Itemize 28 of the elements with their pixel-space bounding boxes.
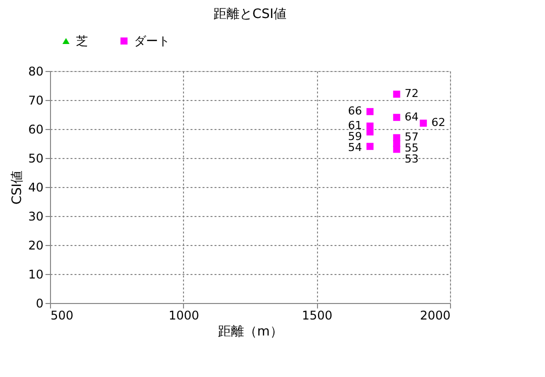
data-label: 53	[404, 152, 419, 166]
data-label: 66	[348, 104, 362, 118]
x-axis-title: 距離（m）	[218, 324, 283, 340]
legend-label: 芝	[76, 34, 88, 48]
data-label: 62	[431, 116, 446, 130]
x-tick-label: 1500	[302, 308, 332, 322]
data-label: 61	[348, 119, 362, 132]
x-tick-label: 1000	[168, 308, 200, 322]
data-label: 72	[404, 87, 419, 100]
data-label: 55	[404, 142, 419, 155]
y-tick-label: 50	[28, 152, 44, 166]
y-tick-label: 0	[36, 296, 44, 310]
data-label: 59	[348, 130, 362, 144]
x-tick-label: 500	[50, 308, 74, 322]
data-label: 57	[404, 130, 419, 144]
y-tick-label: 20	[28, 238, 44, 252]
y-tick-label: 10	[28, 268, 44, 282]
chart-title: 距離とCSI値	[213, 7, 287, 22]
y-axis-title: CSI値	[10, 170, 26, 205]
y-tick-label: 80	[28, 64, 44, 78]
x-tick-label: 2000	[420, 308, 450, 322]
y-tick-label: 70	[28, 94, 44, 108]
y-tick-label: 60	[28, 122, 44, 136]
data-label: 64	[404, 110, 419, 124]
data-label: 54	[348, 141, 362, 154]
legend-label: ダート	[134, 34, 170, 48]
y-tick-label: 30	[28, 210, 44, 224]
y-tick-label: 40	[28, 180, 44, 194]
